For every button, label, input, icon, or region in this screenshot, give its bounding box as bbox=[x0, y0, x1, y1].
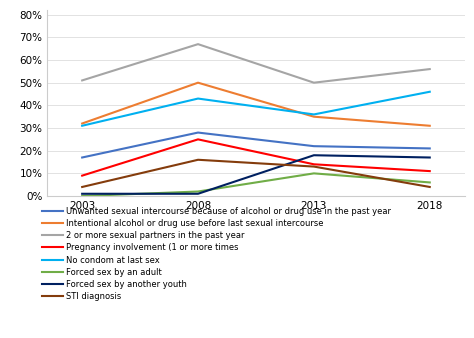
Intentional alcohol or drug use before last sexual intercourse bbox=[79, 121, 85, 125]
Line: Forced sex by an adult: Forced sex by an adult bbox=[82, 173, 430, 196]
Line: No condom at last sex: No condom at last sex bbox=[82, 92, 430, 126]
Line: Unwanted sexual intercourse because of alcohol or drug use in the past year: Unwanted sexual intercourse because of a… bbox=[82, 132, 430, 158]
2 or more sexual partners in the past year bbox=[195, 42, 201, 46]
No condom at last sex bbox=[427, 90, 433, 94]
Line: STI diagnosis: STI diagnosis bbox=[82, 160, 430, 187]
Forced sex by another youth bbox=[79, 192, 85, 196]
Forced sex by another youth bbox=[311, 153, 317, 157]
Legend: Unwanted sexual intercourse because of alcohol or drug use in the past year, Int: Unwanted sexual intercourse because of a… bbox=[42, 207, 391, 301]
Line: 2 or more sexual partners in the past year: 2 or more sexual partners in the past ye… bbox=[82, 44, 430, 83]
Forced sex by an adult bbox=[311, 171, 317, 175]
Forced sex by another youth bbox=[195, 192, 201, 196]
Intentional alcohol or drug use before last sexual intercourse bbox=[427, 124, 433, 128]
STI diagnosis bbox=[195, 158, 201, 162]
Forced sex by an adult bbox=[79, 194, 85, 198]
Line: Forced sex by another youth: Forced sex by another youth bbox=[82, 155, 430, 194]
Intentional alcohol or drug use before last sexual intercourse bbox=[311, 115, 317, 119]
Pregnancy involvement (1 or more times bbox=[79, 174, 85, 178]
Unwanted sexual intercourse because of alcohol or drug use in the past year bbox=[311, 144, 317, 148]
No condom at last sex bbox=[79, 124, 85, 128]
Pregnancy involvement (1 or more times bbox=[311, 162, 317, 166]
Unwanted sexual intercourse because of alcohol or drug use in the past year bbox=[195, 130, 201, 135]
Forced sex by an adult bbox=[427, 180, 433, 185]
STI diagnosis bbox=[79, 185, 85, 189]
Unwanted sexual intercourse because of alcohol or drug use in the past year bbox=[79, 155, 85, 160]
2 or more sexual partners in the past year bbox=[311, 81, 317, 85]
Line: Intentional alcohol or drug use before last sexual intercourse: Intentional alcohol or drug use before l… bbox=[82, 83, 430, 126]
STI diagnosis bbox=[311, 165, 317, 169]
Forced sex by another youth bbox=[427, 155, 433, 160]
STI diagnosis bbox=[427, 185, 433, 189]
2 or more sexual partners in the past year bbox=[79, 78, 85, 82]
Pregnancy involvement (1 or more times bbox=[195, 137, 201, 141]
Intentional alcohol or drug use before last sexual intercourse bbox=[195, 81, 201, 85]
Forced sex by an adult bbox=[195, 190, 201, 194]
Line: Pregnancy involvement (1 or more times: Pregnancy involvement (1 or more times bbox=[82, 139, 430, 176]
No condom at last sex bbox=[195, 97, 201, 101]
No condom at last sex bbox=[311, 113, 317, 117]
Pregnancy involvement (1 or more times bbox=[427, 169, 433, 173]
2 or more sexual partners in the past year bbox=[427, 67, 433, 71]
Unwanted sexual intercourse because of alcohol or drug use in the past year bbox=[427, 146, 433, 150]
